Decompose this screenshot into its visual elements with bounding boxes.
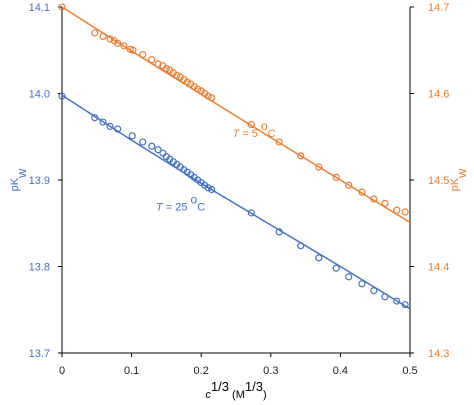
data-point	[58, 92, 66, 100]
x-tick-label: 0.1	[124, 365, 139, 377]
data-point	[345, 273, 353, 281]
data-point	[99, 32, 107, 41]
data-point	[139, 50, 147, 59]
y-label-title: pKw	[9, 168, 29, 191]
y2-tick-label: 14.6	[428, 89, 449, 101]
data-point	[91, 114, 99, 122]
data-point	[358, 188, 366, 196]
data-point	[91, 29, 99, 37]
data-point	[332, 173, 340, 182]
x-tick-label: 0.3	[263, 365, 278, 377]
fit-line	[61, 94, 411, 310]
y-tick-label: 13.8	[29, 262, 50, 274]
data-point	[393, 206, 401, 214]
x-tick-label: 0.4	[333, 365, 348, 377]
data-point	[159, 149, 167, 157]
data-point	[58, 3, 66, 11]
data-point	[315, 163, 323, 171]
y-tick-label: 14.1	[29, 2, 50, 14]
data-point	[194, 85, 202, 93]
data-point	[120, 42, 128, 50]
data-point	[106, 35, 114, 43]
data-point	[345, 181, 353, 189]
data-point	[162, 64, 170, 73]
data-point	[208, 185, 216, 194]
data-point	[401, 208, 409, 216]
fit-line	[61, 6, 411, 224]
data-point	[154, 146, 162, 154]
x-axis-title-part: (M	[229, 389, 245, 401]
y2-label-title: pKw	[449, 168, 469, 191]
data-point	[358, 280, 366, 288]
data-point	[208, 94, 216, 102]
data-point	[148, 142, 156, 150]
data-point	[173, 71, 181, 79]
y2-tick-label: 14.3	[428, 348, 449, 360]
data-point	[139, 138, 147, 146]
y2-tick-label: 14.7	[428, 2, 449, 14]
annotation-part: o	[261, 119, 268, 133]
annotation: T = 5 oC	[233, 119, 276, 140]
x-tick-label: 0.5	[402, 365, 417, 377]
data-point	[332, 264, 340, 272]
x-axis-title-part: )	[263, 389, 267, 401]
y2-tick-label: 14.4	[428, 262, 449, 274]
data-point	[204, 184, 212, 192]
annotation-part: T	[233, 128, 241, 140]
y-tick-label: 13.7	[29, 348, 50, 360]
data-point	[204, 92, 212, 100]
data-point	[381, 293, 389, 301]
data-point	[148, 56, 156, 64]
axis-title-part: w	[454, 168, 469, 179]
data-point	[401, 300, 409, 309]
data-point	[247, 209, 255, 217]
y-tick-label: 14.0	[29, 89, 50, 101]
x-axis-title-part: 1/3	[245, 379, 263, 394]
y-tick-label: 13.9	[29, 175, 50, 187]
data-point	[315, 254, 323, 262]
data-point	[297, 152, 305, 160]
data-point	[106, 122, 114, 130]
data-point	[275, 228, 283, 236]
annotation-part: = 5	[239, 128, 261, 140]
axis-title-part: w	[14, 168, 29, 179]
axis-title-part: pK	[449, 177, 461, 191]
annotation-part: = 25	[163, 201, 191, 213]
x-axis-title: c1/3 (M1/3)	[205, 379, 266, 402]
data-point	[129, 46, 137, 54]
data-point	[247, 121, 255, 129]
annotation-part: C	[197, 201, 205, 213]
data-point	[381, 199, 389, 207]
data-point	[370, 287, 378, 295]
data-point	[128, 132, 136, 140]
annotation-part: o	[191, 192, 198, 206]
data-point	[114, 125, 122, 133]
x-axis-title-part: 1/3	[211, 379, 229, 394]
x-tick-label: 0	[59, 365, 65, 377]
y2-tick-label: 14.5	[428, 175, 449, 187]
annotation-part: T	[156, 201, 164, 213]
data-point	[370, 195, 378, 203]
x-axis-title-part: c	[205, 389, 211, 401]
data-point	[275, 138, 283, 146]
data-point	[183, 78, 191, 86]
x-tick-label: 0.2	[194, 365, 209, 377]
annotation-part: C	[268, 128, 276, 140]
annotation: T = 25 oC	[156, 192, 205, 213]
data-point	[99, 118, 107, 126]
data-point	[393, 297, 401, 305]
axis-title-part: pK	[9, 177, 21, 191]
data-point	[114, 39, 122, 47]
data-point	[297, 242, 305, 250]
